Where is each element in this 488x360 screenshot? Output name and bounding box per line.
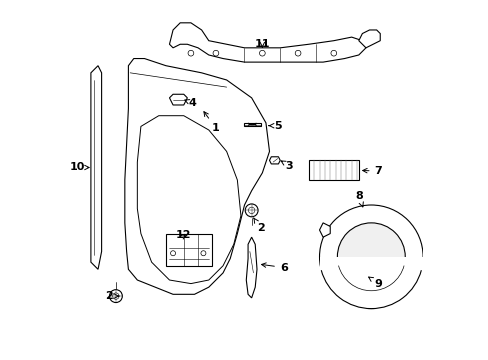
Text: 2: 2 <box>253 218 264 233</box>
Polygon shape <box>169 23 365 62</box>
FancyBboxPatch shape <box>308 160 358 180</box>
Polygon shape <box>91 66 102 269</box>
Text: 4: 4 <box>184 98 196 108</box>
FancyBboxPatch shape <box>165 234 212 266</box>
Circle shape <box>109 290 122 302</box>
Circle shape <box>188 50 193 56</box>
Text: 5: 5 <box>268 121 282 131</box>
Polygon shape <box>246 237 257 298</box>
Polygon shape <box>169 94 187 105</box>
Text: 1: 1 <box>203 112 219 133</box>
Text: 8: 8 <box>354 191 363 207</box>
Polygon shape <box>358 30 380 48</box>
Text: 2: 2 <box>104 291 119 301</box>
Circle shape <box>213 50 218 56</box>
Polygon shape <box>124 59 269 294</box>
Circle shape <box>259 50 264 56</box>
Polygon shape <box>319 257 422 309</box>
Polygon shape <box>137 116 241 284</box>
Text: 3: 3 <box>281 161 292 171</box>
Text: 11: 11 <box>254 39 269 49</box>
Circle shape <box>319 205 422 309</box>
Polygon shape <box>269 157 280 164</box>
Text: 12: 12 <box>176 230 191 240</box>
Text: 7: 7 <box>362 166 382 176</box>
Circle shape <box>337 223 405 291</box>
Polygon shape <box>319 223 329 237</box>
Text: 10: 10 <box>69 162 89 172</box>
Text: 6: 6 <box>261 262 287 273</box>
Circle shape <box>244 204 258 217</box>
Circle shape <box>295 50 300 56</box>
Text: 9: 9 <box>368 277 382 289</box>
Polygon shape <box>244 123 260 126</box>
Circle shape <box>330 50 336 56</box>
